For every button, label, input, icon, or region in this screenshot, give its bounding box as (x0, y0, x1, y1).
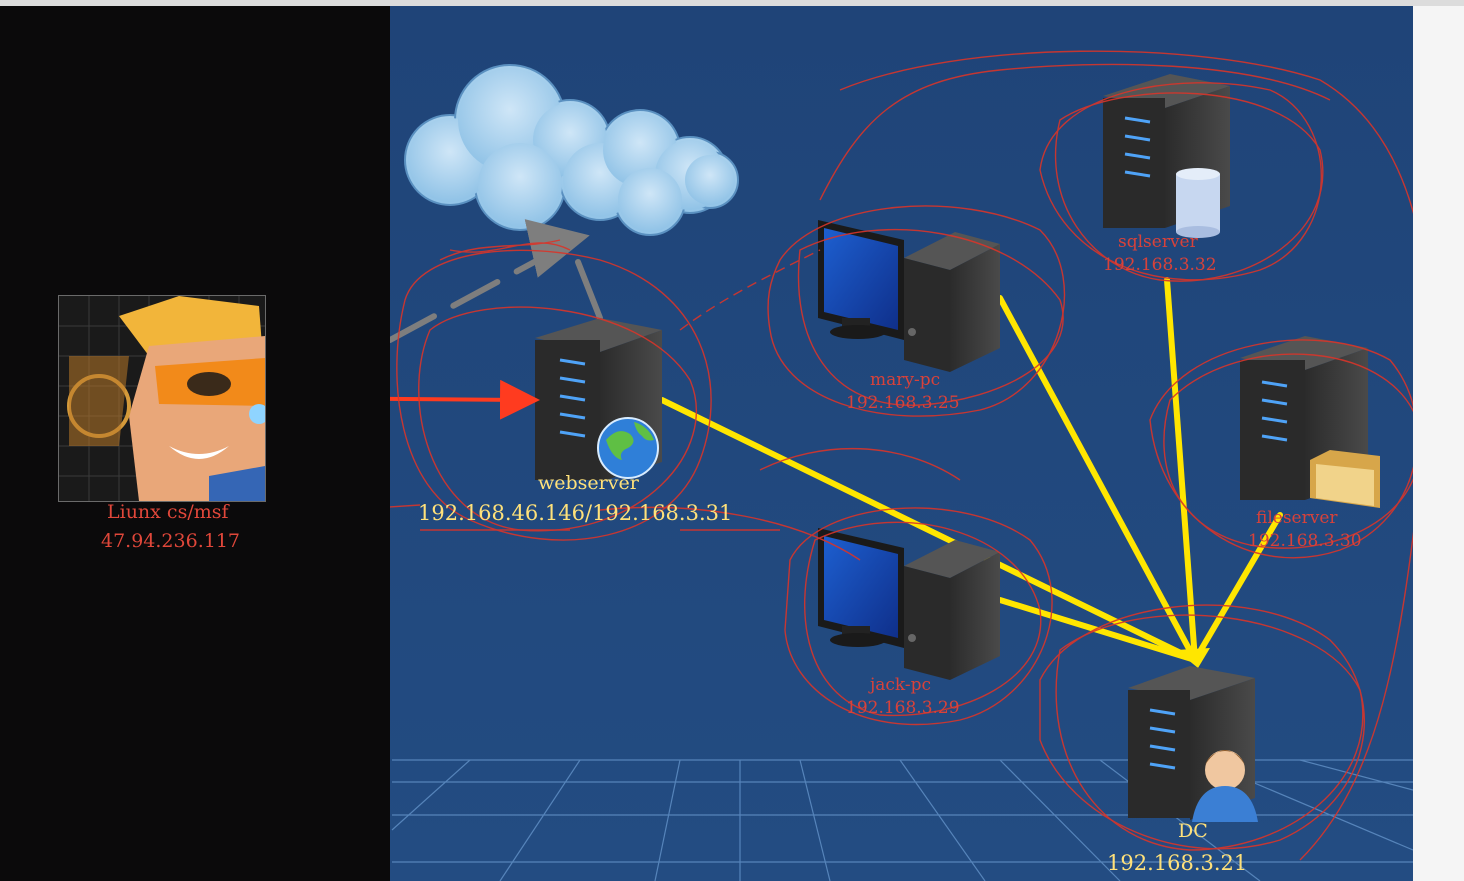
jack-pc-workstation-icon (818, 528, 1000, 680)
dc-server-icon (1128, 666, 1258, 822)
attack-arrow (390, 379, 540, 420)
attacker-ip: 47.94.236.117 (101, 530, 241, 552)
internet-links (390, 219, 603, 343)
webserver-server-icon (535, 318, 662, 482)
dc-ip: 192.168.3.21 (1107, 851, 1248, 875)
cloud-icon (404, 64, 739, 236)
floor-grid (391, 759, 1413, 881)
mary-pc-name: mary-pc (870, 370, 941, 390)
top-bar (0, 0, 1464, 6)
network-diagram (390, 6, 1413, 881)
handdrawn-annotations (390, 50, 1413, 861)
fileserver-ip: 192.168.3.30 (1248, 531, 1362, 551)
sqlserver-ip: 192.168.3.32 (1103, 255, 1217, 275)
webserver-ip: 192.168.46.146/192.168.3.31 (418, 501, 733, 525)
attacker-avatar (58, 295, 266, 502)
sqlserver-server-icon (1103, 74, 1230, 238)
fileserver-name: fileserver (1256, 508, 1338, 528)
fileserver-server-icon (1240, 336, 1380, 508)
jack-pc-name: jack-pc (870, 675, 932, 695)
mary-pc-ip: 192.168.3.25 (846, 393, 960, 413)
webserver-name: webserver (538, 472, 639, 494)
jack-pc-ip: 192.168.3.29 (846, 698, 960, 718)
attacker-name: Liunx cs/msf (107, 501, 229, 523)
right-margin (1413, 6, 1464, 881)
sqlserver-name: sqlserver (1118, 232, 1198, 252)
mary-pc-workstation-icon (818, 220, 1000, 372)
dc-name: DC (1178, 820, 1208, 842)
